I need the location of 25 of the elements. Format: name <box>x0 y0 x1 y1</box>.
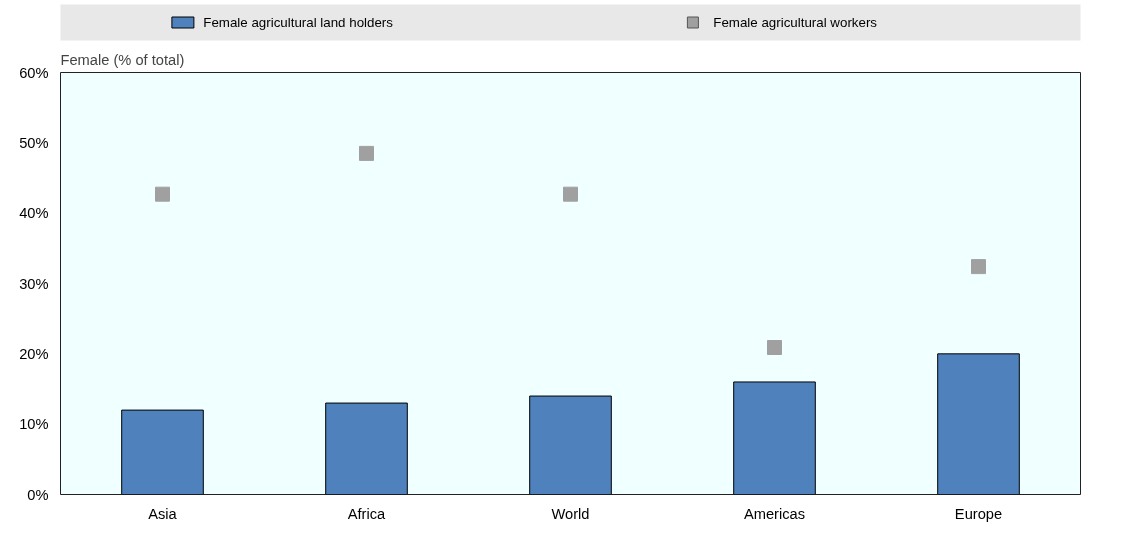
y-tick-label: 60% <box>19 64 49 81</box>
x-tick-label: Europe <box>954 505 1003 522</box>
legend-label: Female agricultural workers <box>713 15 878 30</box>
x-tick-label: Americas <box>743 505 806 522</box>
y-axis-title: Female (% of total) <box>60 51 185 68</box>
y-tick-label: 20% <box>19 345 49 362</box>
bar <box>733 381 816 495</box>
x-tick-label: Asia <box>148 505 178 522</box>
bar <box>121 409 204 495</box>
bar <box>325 402 408 495</box>
y-tick-label: 40% <box>19 205 49 222</box>
bar <box>937 353 1020 495</box>
y-tick-label: 30% <box>19 275 49 292</box>
point <box>971 259 986 275</box>
y-tick-label: 0% <box>27 486 49 503</box>
bar <box>529 395 612 495</box>
point <box>563 186 578 202</box>
point <box>155 186 170 202</box>
y-tick-label: 50% <box>19 134 49 151</box>
point <box>767 340 782 355</box>
y-tick-label: 10% <box>19 416 49 433</box>
point <box>359 145 374 161</box>
legend-label: Female agricultural land holders <box>203 15 394 30</box>
x-tick-label: Africa <box>347 505 387 522</box>
x-tick-label: World <box>551 505 590 522</box>
